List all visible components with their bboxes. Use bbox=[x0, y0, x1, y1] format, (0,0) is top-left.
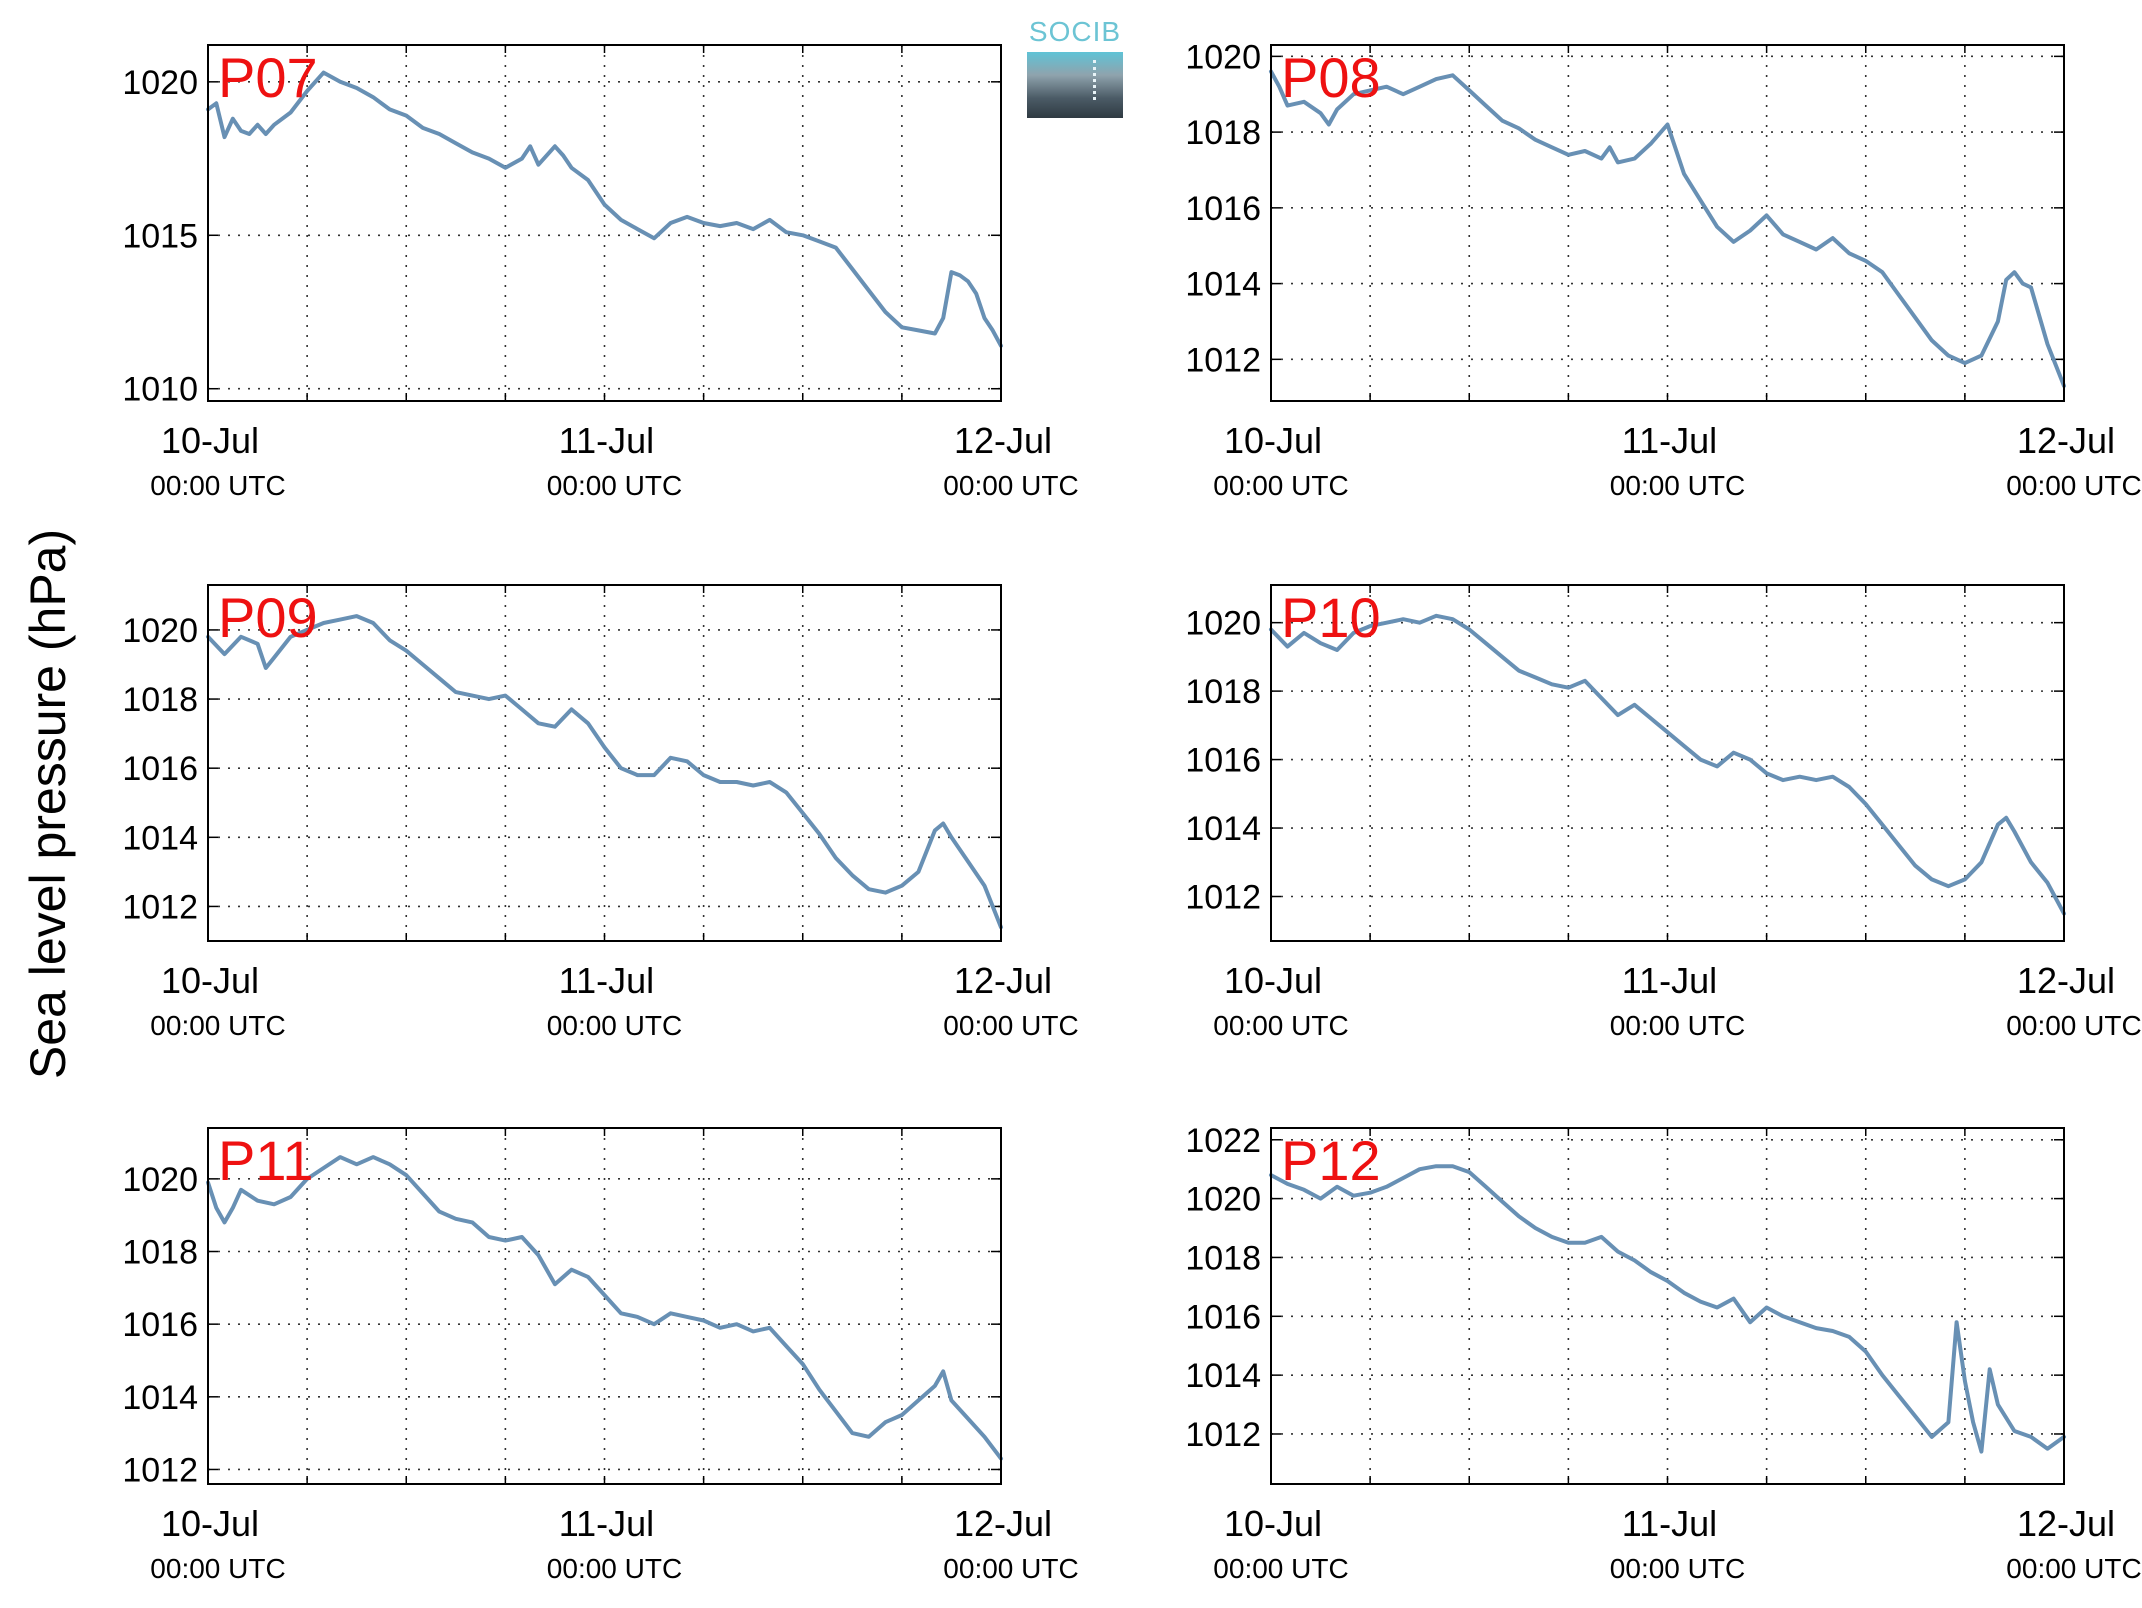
y-tick-label: 1020 bbox=[122, 612, 198, 650]
x-tick-sublabel: 00:00 UTC bbox=[943, 1553, 1078, 1584]
y-tick-label: 1018 bbox=[1185, 673, 1261, 711]
panel-p12: 1012 1014 1016 1018 1020 1022 10-Jul 00:00 UTC 1… bbox=[1185, 1122, 2141, 1584]
x-tick-sublabel: 00:00 UTC bbox=[1213, 1553, 1348, 1584]
pressure-series-line bbox=[1269, 613, 2066, 916]
panel-p10: 1012 1014 1016 1018 1020 10-Jul 00:00 UTC 11-Ju… bbox=[1185, 584, 2142, 1041]
x-tick-sublabel: 00:00 UTC bbox=[547, 470, 682, 501]
x-tick-label: 12-Jul bbox=[954, 960, 1052, 1001]
x-tick-label: 10-Jul bbox=[161, 960, 259, 1001]
x-tick-label: 10-Jul bbox=[161, 1503, 259, 1544]
y-tick-label: 1014 bbox=[1185, 1357, 1261, 1395]
pressure-series-line bbox=[206, 614, 1003, 930]
x-tick-sublabel: 00:00 UTC bbox=[1610, 1010, 1745, 1041]
y-tick-label: 1016 bbox=[1185, 190, 1261, 228]
x-tick-sublabel: 00:00 UTC bbox=[2006, 470, 2141, 501]
x-tick-sublabel: 00:00 UTC bbox=[943, 470, 1078, 501]
y-tick-label: 1020 bbox=[1185, 38, 1261, 76]
panel-p11: 1012 1014 1016 1018 1020 10-Jul 00:00 UTC 11-Ju… bbox=[122, 1127, 1079, 1584]
x-tick-sublabel: 00:00 UTC bbox=[2006, 1010, 2141, 1041]
y-tick-label: 1014 bbox=[1185, 810, 1261, 848]
y-tick-label: 1016 bbox=[1185, 742, 1261, 780]
station-label: P11 bbox=[218, 1129, 313, 1192]
x-tick-label: 11-Jul bbox=[559, 420, 654, 461]
x-tick-label: 10-Jul bbox=[1224, 960, 1322, 1001]
x-tick-label: 12-Jul bbox=[2017, 1503, 2115, 1544]
station-label: P09 bbox=[218, 586, 318, 649]
x-tick-label: 10-Jul bbox=[1224, 1503, 1322, 1544]
y-tick-label: 1018 bbox=[122, 681, 198, 719]
x-tick-sublabel: 00:00 UTC bbox=[1610, 1553, 1745, 1584]
pressure-series-line bbox=[1269, 69, 2066, 388]
x-tick-sublabel: 00:00 UTC bbox=[150, 1010, 285, 1041]
y-tick-label: 1012 bbox=[1185, 1416, 1261, 1454]
x-tick-sublabel: 00:00 UTC bbox=[1213, 470, 1348, 501]
x-tick-label: 12-Jul bbox=[954, 1503, 1052, 1544]
y-tick-label: 1016 bbox=[122, 750, 198, 788]
panel-p08: 1012 1014 1016 1018 1020 10-Jul 00:00 UTC 11-Ju… bbox=[1185, 38, 2141, 501]
x-tick-label: 10-Jul bbox=[161, 420, 259, 461]
x-tick-sublabel: 00:00 UTC bbox=[1610, 470, 1745, 501]
plot-frame bbox=[1270, 44, 2065, 402]
x-tick-label: 12-Jul bbox=[2017, 960, 2115, 1001]
pressure-series-line bbox=[206, 1155, 1003, 1461]
logo-graphic bbox=[1027, 52, 1123, 118]
y-tick-label: 1010 bbox=[122, 371, 198, 409]
x-tick-sublabel: 00:00 UTC bbox=[943, 1010, 1078, 1041]
y-tick-label: 1018 bbox=[122, 1234, 198, 1272]
y-tick-label: 1020 bbox=[122, 1161, 198, 1199]
y-tick-label: 1020 bbox=[1185, 605, 1261, 643]
panel-p09: 1012 1014 1016 1018 1020 10-Jul 00:00 UTC 11-Ju… bbox=[122, 584, 1079, 1041]
y-tick-label: 1012 bbox=[1185, 341, 1261, 379]
y-tick-label: 1020 bbox=[1185, 1181, 1261, 1219]
x-tick-sublabel: 00:00 UTC bbox=[1213, 1010, 1348, 1041]
x-tick-label: 11-Jul bbox=[1622, 420, 1717, 461]
y-tick-label: 1015 bbox=[122, 217, 198, 255]
x-tick-label: 11-Jul bbox=[1622, 1503, 1717, 1544]
plot-frame bbox=[1270, 584, 2065, 942]
x-tick-sublabel: 00:00 UTC bbox=[2006, 1553, 2141, 1584]
y-tick-label: 1014 bbox=[1185, 266, 1261, 304]
x-tick-label: 10-Jul bbox=[1224, 420, 1322, 461]
y-tick-label: 1012 bbox=[1185, 879, 1261, 917]
plot-frame bbox=[207, 1127, 1002, 1485]
x-tick-label: 12-Jul bbox=[2017, 420, 2115, 461]
plot-frame bbox=[207, 44, 1002, 402]
y-tick-label: 1018 bbox=[1185, 1239, 1261, 1277]
y-tick-label: 1012 bbox=[122, 1451, 198, 1489]
x-tick-sublabel: 00:00 UTC bbox=[547, 1553, 682, 1584]
socib-logo: SOCIB bbox=[1025, 16, 1125, 120]
x-tick-label: 11-Jul bbox=[559, 1503, 654, 1544]
station-label: P07 bbox=[218, 46, 318, 109]
y-tick-label: 1014 bbox=[122, 819, 198, 857]
y-tick-label: 1016 bbox=[1185, 1298, 1261, 1336]
x-tick-sublabel: 00:00 UTC bbox=[547, 1010, 682, 1041]
logo-text: SOCIB bbox=[1028, 16, 1122, 47]
pressure-series-line bbox=[206, 70, 1003, 348]
x-tick-label: 12-Jul bbox=[954, 420, 1052, 461]
y-tick-label: 1012 bbox=[122, 888, 198, 926]
pressure-series-line bbox=[1269, 1164, 2066, 1454]
x-tick-sublabel: 00:00 UTC bbox=[150, 470, 285, 501]
station-label: P10 bbox=[1281, 586, 1381, 649]
x-tick-label: 11-Jul bbox=[559, 960, 654, 1001]
x-tick-label: 11-Jul bbox=[1622, 960, 1717, 1001]
plot-frame bbox=[207, 584, 1002, 942]
y-tick-label: 1014 bbox=[122, 1379, 198, 1417]
y-tick-label: 1018 bbox=[1185, 114, 1261, 152]
y-tick-label: 1020 bbox=[122, 64, 198, 102]
station-label: P12 bbox=[1281, 1129, 1381, 1192]
plot-frame bbox=[1270, 1127, 2065, 1485]
y-tick-label: 1016 bbox=[122, 1306, 198, 1344]
panel-p07: 1010 1015 1020 10-Jul 00:00 UTC 11-Jul 00:00 U… bbox=[122, 44, 1079, 501]
x-tick-sublabel: 00:00 UTC bbox=[150, 1553, 285, 1584]
station-label: P08 bbox=[1281, 46, 1381, 109]
y-tick-label: 1022 bbox=[1185, 1122, 1261, 1160]
logo-mark-icon bbox=[1093, 60, 1098, 100]
